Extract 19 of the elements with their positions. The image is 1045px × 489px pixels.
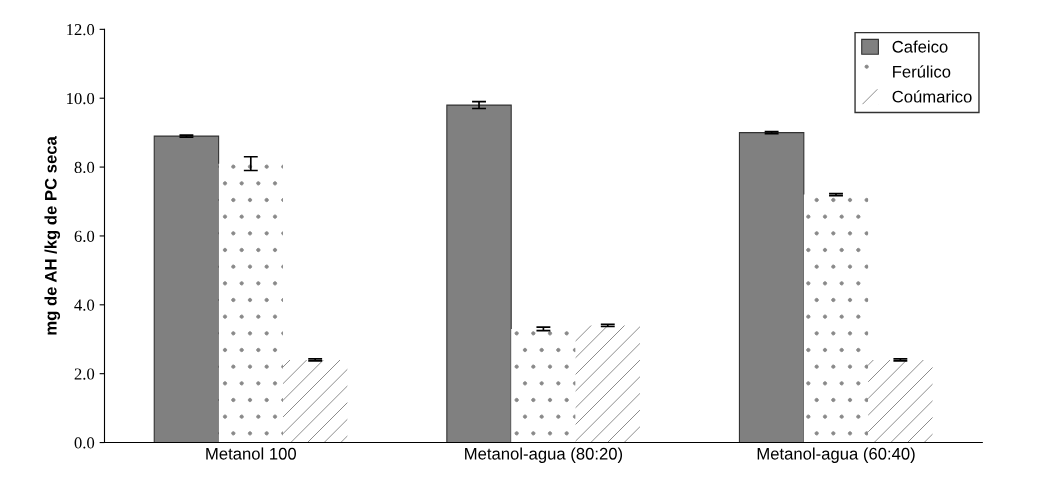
bar	[738, 132, 805, 443]
y-tick-label: 0.0	[74, 437, 95, 449]
y-tick-label: 8.0	[74, 161, 95, 174]
y-tick-label: 4.0	[74, 299, 95, 311]
bar	[868, 359, 933, 443]
bar	[803, 194, 869, 443]
y-tick-label: 2.0	[74, 368, 95, 380]
y-axis-title: mg de AH /kg de PC seca	[44, 136, 61, 335]
x-tick-label: Metanol 100	[206, 447, 297, 460]
y-tick-label: 6.0	[74, 230, 95, 242]
y-tick-label: 12.0	[67, 24, 95, 36]
bar	[446, 104, 512, 443]
y-tick-label: 10.0	[67, 92, 95, 105]
legend-label: Coúmarico	[892, 90, 972, 103]
bar	[282, 359, 348, 443]
x-tick-label: Metanol-agua (60:40)	[757, 447, 915, 463]
x-tick-label: Metanol-agua (80:20)	[465, 447, 623, 463]
legend-label: Cafeico	[892, 40, 948, 53]
legend-label: Ferúlico	[893, 65, 951, 78]
